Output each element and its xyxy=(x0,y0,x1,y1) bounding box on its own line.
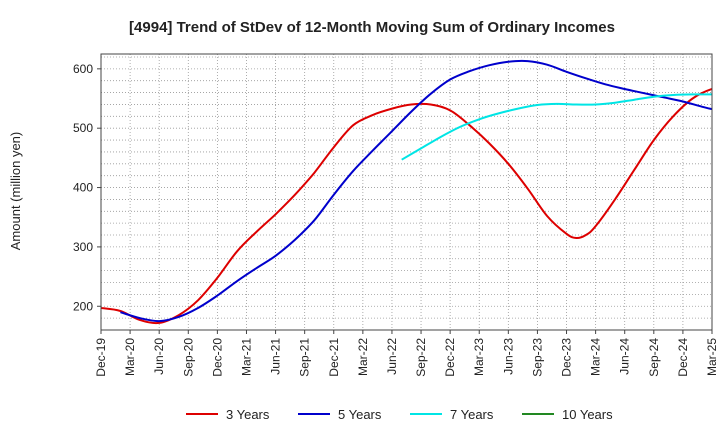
x-tick-label: Jun-21 xyxy=(269,338,283,375)
x-tick-label: Sep-20 xyxy=(181,338,195,377)
x-tick-label: Sep-21 xyxy=(298,338,312,377)
y-axis: 200 300 400 500 600 xyxy=(73,62,101,313)
x-tick-label: Dec-22 xyxy=(443,338,457,377)
x-axis: Dec-19 Mar-20 Jun-20 Sep-20 Dec-20 Mar-21 Jun-… xyxy=(94,330,719,377)
plot-area xyxy=(100,53,713,331)
legend: 3 Years 5 Years 7 Years 10 Years xyxy=(186,407,613,422)
x-tick-label: Jun-23 xyxy=(501,338,515,375)
x-tick-label: Dec-23 xyxy=(560,338,574,377)
y-tick-label: 500 xyxy=(73,121,93,135)
y-axis-label: Amount (million yen) xyxy=(8,132,23,251)
y-tick-label: 400 xyxy=(73,181,93,195)
y-tick-label: 200 xyxy=(73,299,93,313)
series-line-7-years xyxy=(401,93,712,161)
chart-title: [4994] Trend of StDev of 12-Month Moving… xyxy=(129,19,615,36)
x-tick-label: Sep-23 xyxy=(530,338,544,377)
y-tick-label: 600 xyxy=(73,62,93,76)
legend-label-3-years: 3 Years xyxy=(226,407,270,422)
x-tick-label: Mar-20 xyxy=(123,338,137,376)
series-line-5-years xyxy=(120,59,712,323)
series-line-3-years xyxy=(101,87,712,325)
x-tick-label: Mar-23 xyxy=(472,338,486,376)
x-tick-label: Dec-24 xyxy=(676,338,690,377)
legend-label-5-years: 5 Years xyxy=(338,407,382,422)
series-layer xyxy=(101,59,712,325)
y-tick-label: 300 xyxy=(73,240,93,254)
legend-label-10-years: 10 Years xyxy=(562,407,613,422)
x-tick-label: Sep-22 xyxy=(414,338,428,377)
x-tick-label: Mar-25 xyxy=(705,338,719,376)
x-tick-label: Mar-22 xyxy=(356,338,370,376)
grid xyxy=(101,54,712,330)
x-tick-label: Jun-22 xyxy=(385,338,399,375)
x-tick-label: Mar-21 xyxy=(239,338,253,376)
x-tick-label: Dec-20 xyxy=(210,338,224,377)
x-tick-label: Jun-24 xyxy=(618,338,632,375)
x-tick-label: Dec-19 xyxy=(94,338,108,377)
x-tick-label: Jun-20 xyxy=(152,338,166,375)
legend-label-7-years: 7 Years xyxy=(450,407,494,422)
x-tick-label: Dec-21 xyxy=(327,338,341,377)
x-tick-label: Mar-24 xyxy=(589,338,603,376)
x-tick-label: Sep-24 xyxy=(647,338,661,377)
